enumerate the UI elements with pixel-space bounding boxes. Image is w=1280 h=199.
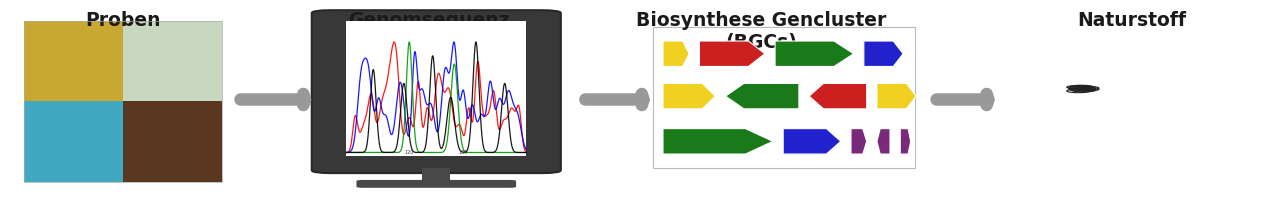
Polygon shape (663, 41, 689, 66)
Text: Biosynthese Gencluster
(BGCs): Biosynthese Gencluster (BGCs) (636, 11, 887, 52)
Polygon shape (900, 129, 910, 154)
FancyBboxPatch shape (346, 21, 526, 156)
Text: 120: 120 (404, 150, 413, 155)
Polygon shape (783, 129, 841, 154)
FancyBboxPatch shape (24, 21, 123, 101)
FancyBboxPatch shape (653, 27, 915, 168)
Polygon shape (663, 83, 716, 109)
Text: Proben: Proben (84, 11, 160, 30)
FancyBboxPatch shape (356, 180, 516, 188)
Polygon shape (864, 41, 904, 66)
Polygon shape (877, 83, 916, 109)
Polygon shape (877, 129, 890, 154)
FancyBboxPatch shape (123, 21, 223, 101)
Text: GAT AAAT CT GGTCT TATTTCC: GAT AAAT CT GGTCT TATTTCC (407, 157, 466, 161)
FancyBboxPatch shape (24, 101, 123, 182)
Polygon shape (663, 129, 773, 154)
Text: 130: 130 (458, 150, 468, 155)
Polygon shape (726, 83, 799, 109)
FancyBboxPatch shape (312, 10, 561, 173)
Text: Genomsequenz: Genomsequenz (348, 11, 509, 30)
Polygon shape (776, 41, 854, 66)
Polygon shape (699, 41, 765, 66)
FancyBboxPatch shape (123, 101, 223, 182)
FancyBboxPatch shape (422, 168, 451, 183)
Polygon shape (851, 129, 867, 154)
Polygon shape (809, 83, 867, 109)
Text: Naturstoff: Naturstoff (1078, 11, 1187, 30)
